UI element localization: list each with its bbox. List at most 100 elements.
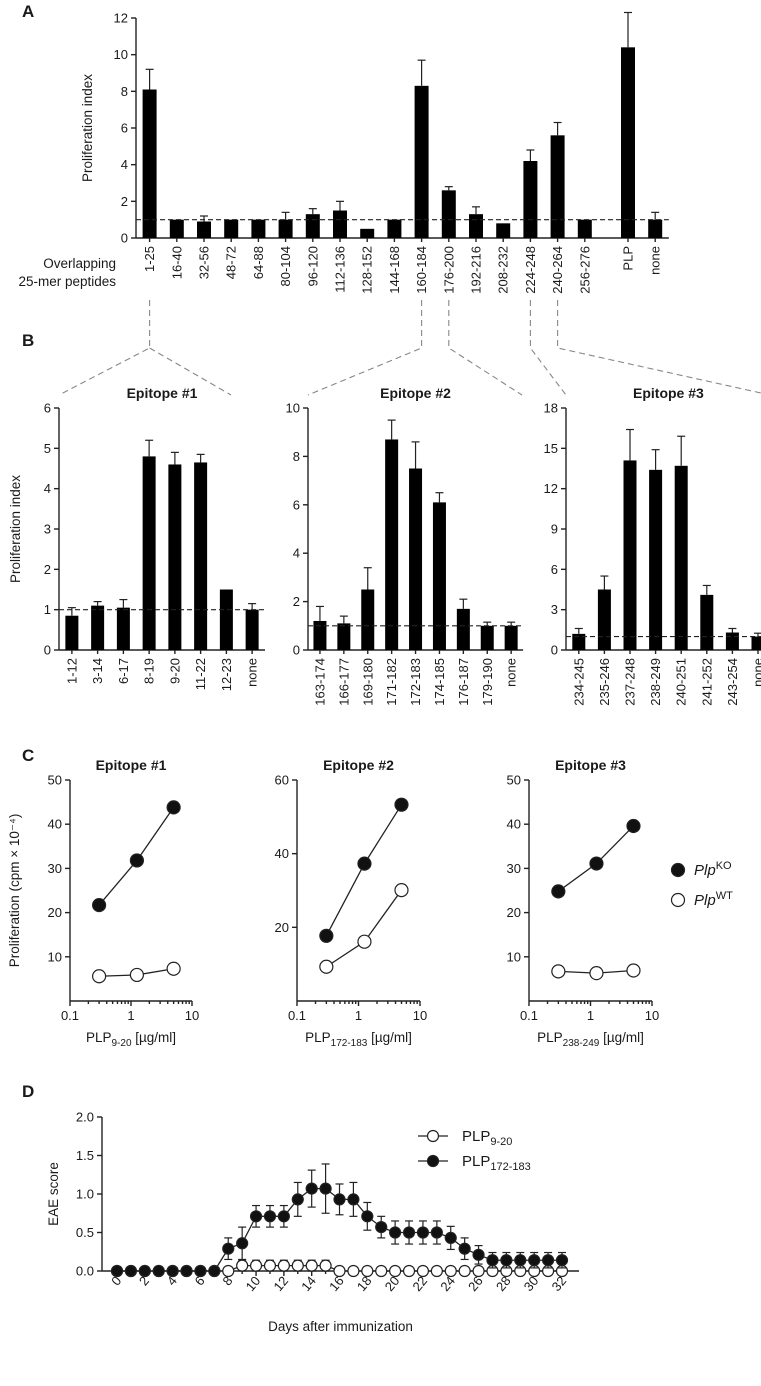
x-axis-label: PLP9-20 [µg/ml] <box>86 1030 176 1049</box>
data-point <box>458 1242 471 1255</box>
y-tick-label: 50 <box>507 773 521 788</box>
data-point <box>222 1264 235 1278</box>
category-label: 96-120 <box>305 246 320 286</box>
bar <box>597 589 611 650</box>
category-label: 8-19 <box>142 658 157 684</box>
data-point <box>472 1248 485 1261</box>
data-point <box>166 800 181 815</box>
data-point <box>361 1264 374 1278</box>
data-point <box>528 1254 541 1267</box>
y-tick-label: 20 <box>275 920 289 935</box>
category-label: none <box>751 658 761 687</box>
y-tick-label: 10 <box>286 401 300 416</box>
data-point <box>305 1259 318 1272</box>
chart-b-epitope-1: 0 1 2 3 4 5 6 Proliferation index 1-12 3-14 6-17 8-… <box>8 385 265 691</box>
zoom-connector <box>149 347 232 396</box>
chart-title: Epitope #1 <box>96 757 167 773</box>
bar <box>577 219 592 238</box>
bar <box>194 462 208 650</box>
category-label: 174-185 <box>432 658 447 706</box>
y-tick-label: 20 <box>48 905 62 920</box>
data-point <box>375 1264 388 1278</box>
bar <box>725 632 739 650</box>
x-tick-label: 18 <box>354 1273 375 1294</box>
chart-title: Epitope #2 <box>380 385 451 401</box>
legend-marker <box>426 1129 440 1143</box>
data-point <box>319 1259 332 1272</box>
data-point <box>394 797 409 812</box>
data-point <box>347 1193 360 1206</box>
bar <box>414 85 429 238</box>
bar <box>361 589 375 650</box>
x-tick-label: 32 <box>549 1273 570 1294</box>
legend-label-base: Plp <box>694 892 716 909</box>
bar <box>441 190 456 238</box>
x-tick-label: 0.1 <box>61 1008 79 1023</box>
data-point <box>249 1210 263 1223</box>
bar <box>496 223 511 238</box>
bar <box>432 502 446 650</box>
bar <box>649 469 663 650</box>
category-label: 48-72 <box>224 246 239 279</box>
x-tick-label: 12 <box>270 1273 291 1294</box>
y-tick-label: 0 <box>44 643 51 658</box>
data-point <box>444 1231 457 1244</box>
bar <box>387 219 402 238</box>
panel-label-d: D <box>22 1082 34 1101</box>
data-point <box>277 1259 290 1272</box>
category-label: 163-174 <box>312 658 327 706</box>
data-point <box>500 1254 513 1267</box>
y-tick-label: 6 <box>121 121 128 136</box>
category-label: 240-264 <box>550 246 565 294</box>
x-tick-label: 1 <box>127 1008 134 1023</box>
data-point <box>319 959 334 974</box>
category-label: 240-251 <box>674 658 689 706</box>
x-axis-label-sub: 238-249 <box>563 1038 600 1049</box>
data-point <box>402 1264 416 1278</box>
y-tick-label: 4 <box>44 481 51 496</box>
legend-label-sup: WT <box>716 890 733 902</box>
x-axis-label-unit: [µg/ml] <box>132 1030 177 1045</box>
x-tick-label: 20 <box>382 1273 403 1294</box>
bar <box>469 214 483 238</box>
y-tick-label: 15 <box>544 441 558 456</box>
x-tick-label: 10 <box>413 1008 427 1023</box>
bar <box>456 608 470 650</box>
y-tick-label: 2.0 <box>76 1110 94 1125</box>
bar <box>65 615 79 650</box>
y-tick-label: 12 <box>544 481 558 496</box>
legend-label-sub: 172-183 <box>490 1161 530 1173</box>
data-point <box>361 1210 374 1223</box>
x-tick-label: 0.1 <box>288 1008 306 1023</box>
bar <box>700 594 714 650</box>
category-label: 128-152 <box>360 246 375 294</box>
category-label: 176-187 <box>456 658 471 706</box>
bar <box>91 605 105 650</box>
chart-b-epitope-2: 0 2 4 6 8 10 163-174 166-177 169-180 171-182 172-1… <box>286 385 524 706</box>
category-label: 1-25 <box>142 246 157 272</box>
x-axis-label-base: PLP <box>305 1030 331 1045</box>
zoom-connector-lines <box>58 300 761 396</box>
panel-label-c: C <box>22 746 34 765</box>
category-label: 11-22 <box>193 658 208 690</box>
data-point <box>319 928 334 943</box>
data-point <box>263 1259 277 1272</box>
x-tick-label: 28 <box>493 1273 514 1294</box>
data-point <box>357 934 372 949</box>
data-point <box>110 1264 124 1278</box>
data-point <box>375 1221 388 1234</box>
data-point <box>129 967 145 983</box>
y-axis-label: EAE score <box>46 1162 61 1226</box>
data-point <box>394 883 409 898</box>
y-tick-label: 10 <box>507 949 521 964</box>
y-tick-label: 3 <box>44 522 51 537</box>
legend-label-base: PLP <box>462 1128 490 1145</box>
y-tick-label: 5 <box>44 441 51 456</box>
bar <box>480 625 494 650</box>
y-tick-label: 0 <box>121 231 128 246</box>
bar <box>313 620 327 650</box>
